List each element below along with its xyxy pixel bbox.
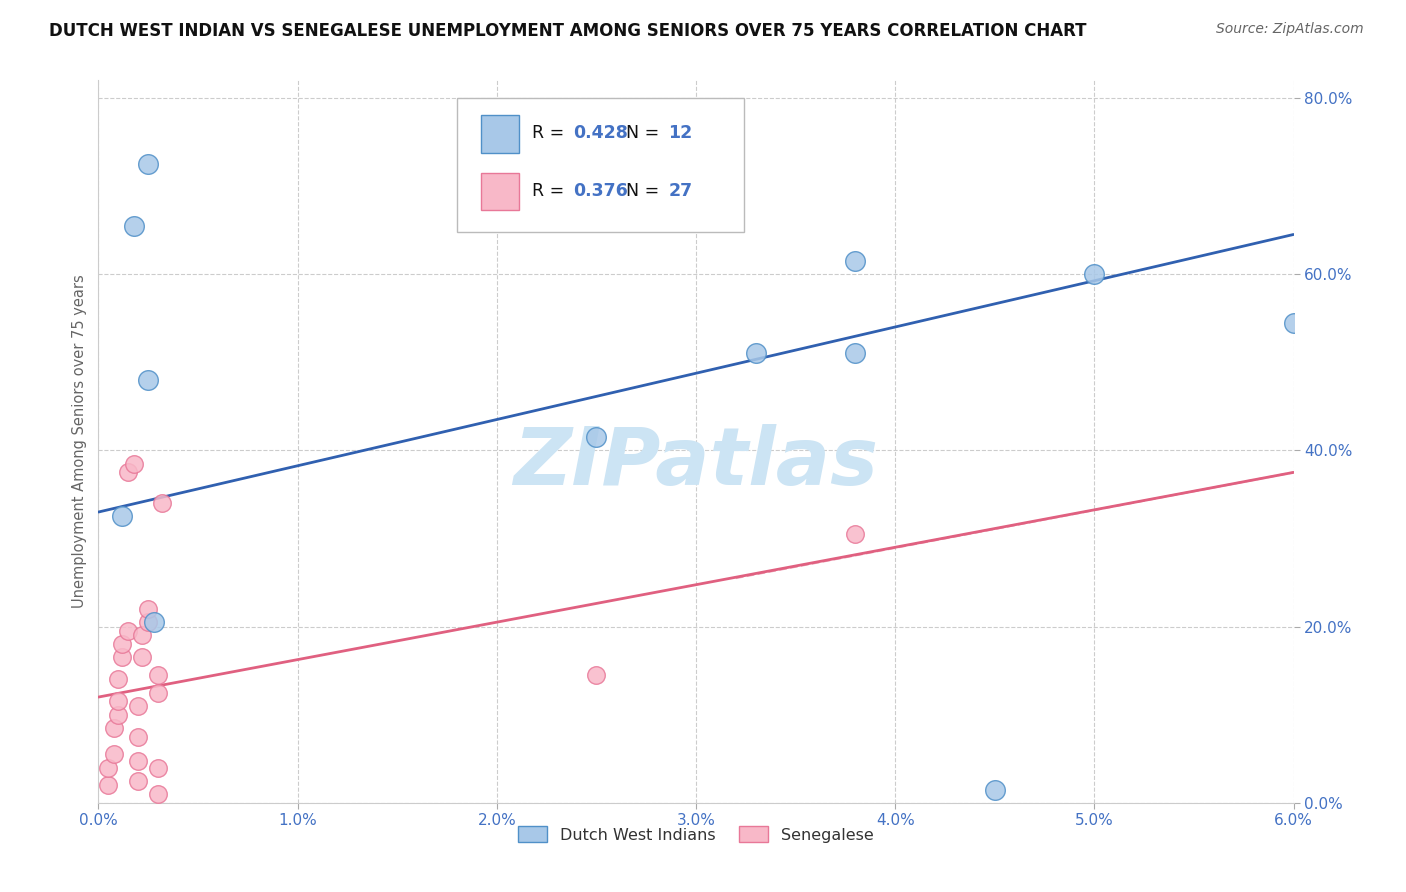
Point [131,650,153,665]
Text: N =: N = [614,182,665,200]
Point [127,773,149,788]
Point [124,219,146,233]
Point [143,615,166,630]
Text: N =: N = [614,124,665,142]
Text: 0.428: 0.428 [572,124,627,142]
Point [148,686,170,700]
Point [148,787,170,801]
Point [844,527,866,541]
Point [745,346,768,360]
Text: ZIPatlas: ZIPatlas [513,425,879,502]
FancyBboxPatch shape [457,98,744,232]
Point [148,668,170,682]
FancyBboxPatch shape [481,115,519,153]
Point [127,754,149,768]
Text: R =: R = [533,182,569,200]
Point [117,624,139,638]
Point [1282,316,1305,330]
Point [136,615,159,630]
Point [103,721,125,735]
Text: Source: ZipAtlas.com: Source: ZipAtlas.com [1216,22,1364,37]
Point [127,698,149,713]
Point [127,730,149,744]
Point [107,707,129,722]
Point [107,694,129,708]
Text: 12: 12 [668,124,693,142]
Point [585,430,607,444]
Point [124,457,146,471]
Point [97,760,120,774]
Point [1083,267,1105,281]
Legend: Dutch West Indians, Senegalese: Dutch West Indians, Senegalese [512,820,880,849]
Point [136,602,159,616]
Text: 0.376: 0.376 [572,182,627,200]
Point [585,668,607,682]
Point [150,496,173,510]
Point [844,253,866,268]
Point [136,157,159,171]
FancyBboxPatch shape [481,173,519,211]
Point [136,373,159,387]
Point [111,509,134,524]
Point [97,778,120,792]
Y-axis label: Unemployment Among Seniors over 75 years: Unemployment Among Seniors over 75 years [72,275,87,608]
Text: R =: R = [533,124,569,142]
Point [984,782,1007,797]
Point [844,346,866,360]
Text: DUTCH WEST INDIAN VS SENEGALESE UNEMPLOYMENT AMONG SENIORS OVER 75 YEARS CORRELA: DUTCH WEST INDIAN VS SENEGALESE UNEMPLOY… [49,22,1087,40]
Point [107,673,129,687]
Text: 27: 27 [668,182,693,200]
Point [111,650,134,665]
Point [131,628,153,642]
Point [117,466,139,480]
Point [148,760,170,774]
Point [103,747,125,762]
Point [111,637,134,651]
